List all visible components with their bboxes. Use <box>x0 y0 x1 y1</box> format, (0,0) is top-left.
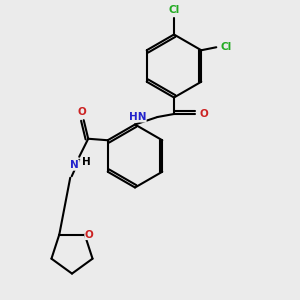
Text: HN: HN <box>129 112 146 122</box>
Text: N: N <box>70 160 79 170</box>
Text: O: O <box>78 107 87 117</box>
Text: Cl: Cl <box>220 42 232 52</box>
Text: O: O <box>199 109 208 119</box>
Text: H: H <box>82 157 91 167</box>
Text: O: O <box>85 230 94 239</box>
Text: Cl: Cl <box>168 5 180 15</box>
